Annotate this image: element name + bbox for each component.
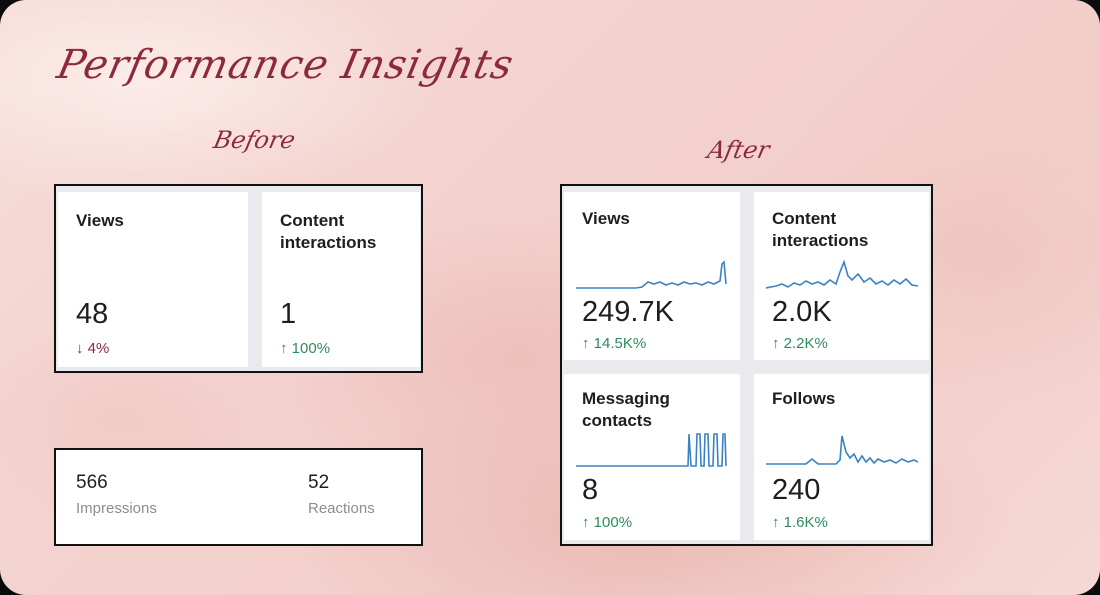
metric-change: ↑ 14.5K% — [582, 335, 647, 352]
after-messaging-contacts-card: Messaging contacts 8 ↑ 100% — [564, 374, 740, 540]
before-metrics-panel: Views 48 ↓ 4% Content interactions 1 ↑ 1… — [54, 184, 423, 373]
metric-change: ↑ 100% — [582, 514, 633, 531]
before-content-interactions-card: Content interactions 1 ↑ 100% — [262, 192, 420, 367]
metric-label: Views — [582, 209, 630, 228]
stat-value: 566 — [76, 472, 108, 493]
follows-sparkline — [766, 435, 918, 465]
metric-value: 249.7K — [582, 296, 674, 328]
metric-label: Content interactions — [772, 209, 869, 250]
metric-label: Content interactions — [280, 211, 377, 252]
metric-label: Views — [76, 211, 124, 230]
metric-value: 8 — [582, 474, 599, 506]
before-views-card: Views 48 ↓ 4% — [58, 192, 248, 367]
metric-change: ↑ 2.2K% — [772, 335, 828, 352]
stat-label: Reactions — [308, 500, 375, 517]
metric-value: 48 — [76, 298, 109, 330]
metric-value: 2.0K — [772, 296, 832, 328]
after-views-card: Views 249.7K ↑ 14.5K% — [564, 192, 740, 360]
page-title: Performance Insights — [53, 42, 518, 88]
before-label: Before — [211, 126, 298, 154]
before-stats-panel: 566 Impressions 52 Reactions — [54, 448, 423, 546]
after-follows-card: Follows 240 ↑ 1.6K% — [754, 374, 929, 540]
after-label: After — [705, 136, 773, 164]
impressions-stat: 566 Impressions — [76, 472, 157, 517]
metric-value: 240 — [772, 474, 821, 506]
stat-value: 52 — [308, 472, 330, 493]
metric-change: ↑ 100% — [280, 340, 331, 357]
after-content-interactions-card: Content interactions 2.0K ↑ 2.2K% — [754, 192, 929, 360]
after-metrics-panel: Views 249.7K ↑ 14.5K% Content interactio… — [560, 184, 933, 546]
views-sparkline — [576, 260, 727, 289]
metric-change: ↓ 4% — [76, 340, 110, 357]
messaging-contacts-sparkline — [576, 433, 727, 467]
metric-value: 1 — [280, 298, 297, 330]
content-interactions-sparkline — [766, 259, 918, 289]
reactions-stat: 52 Reactions — [308, 472, 375, 517]
stat-label: Impressions — [76, 500, 157, 517]
metric-label: Follows — [772, 389, 836, 408]
metric-change: ↑ 1.6K% — [772, 514, 828, 531]
metric-label: Messaging contacts — [582, 389, 670, 430]
